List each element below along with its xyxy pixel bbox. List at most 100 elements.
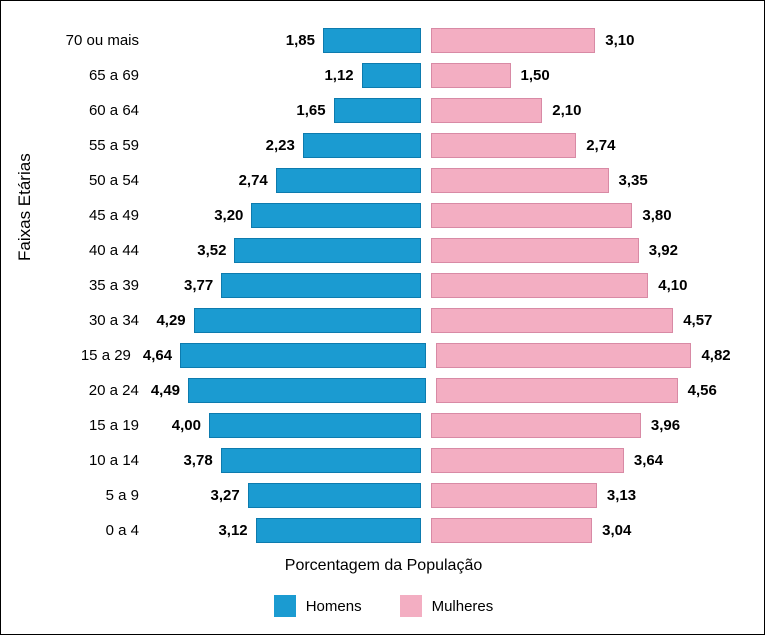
chart-row: 55 a 59 2,23 2,74 bbox=[46, 128, 736, 163]
y-axis-title: Faixas Etárias bbox=[15, 153, 35, 261]
bar-group: 3,27 3,13 bbox=[151, 478, 736, 513]
men-value-label: 3,27 bbox=[211, 487, 240, 504]
women-bar bbox=[431, 63, 511, 88]
chart-row: 30 a 34 4,29 4,57 bbox=[46, 303, 736, 338]
chart-rows: 70 ou mais1,853,1065 a 691,121,5060 a 64… bbox=[46, 23, 736, 548]
bar-group: 1,85 3,10 bbox=[151, 23, 736, 58]
chart-row: 65 a 691,121,50 bbox=[46, 58, 736, 93]
men-value-label: 4,29 bbox=[156, 312, 185, 329]
men-value-label: 3,78 bbox=[183, 452, 212, 469]
category-label: 60 a 64 bbox=[46, 102, 151, 119]
men-value-label: 1,12 bbox=[324, 67, 353, 84]
women-side: 4,56 bbox=[436, 373, 736, 408]
women-value-label: 3,64 bbox=[634, 452, 663, 469]
legend-item-women: Mulheres bbox=[400, 595, 494, 617]
men-bar bbox=[248, 483, 421, 508]
women-value-label: 4,56 bbox=[688, 382, 717, 399]
chart-row: 45 a 493,203,80 bbox=[46, 198, 736, 233]
bar-group: 1,12 1,50 bbox=[151, 58, 736, 93]
chart-row: 60 a 64 1,65 2,10 bbox=[46, 93, 736, 128]
men-value-label: 1,65 bbox=[296, 102, 325, 119]
x-axis-title: Porcentagem da População bbox=[1, 557, 765, 575]
men-value-label: 1,85 bbox=[286, 32, 315, 49]
women-side: 3,10 bbox=[431, 23, 731, 58]
women-value-label: 3,04 bbox=[602, 522, 631, 539]
men-bar bbox=[362, 63, 421, 88]
men-side: 3,78 bbox=[151, 443, 421, 478]
men-side: 4,49 bbox=[151, 373, 426, 408]
women-side: 3,35 bbox=[431, 163, 731, 198]
legend-label-women: Mulheres bbox=[432, 598, 494, 615]
women-bar bbox=[431, 308, 673, 333]
women-value-label: 2,74 bbox=[586, 137, 615, 154]
women-bar bbox=[431, 98, 542, 123]
men-side: 3,12 bbox=[151, 513, 421, 548]
category-label: 30 a 34 bbox=[46, 312, 151, 329]
men-side: 3,77 bbox=[151, 268, 421, 303]
women-bar bbox=[431, 28, 595, 53]
men-bar bbox=[221, 273, 421, 298]
category-label: 55 a 59 bbox=[46, 137, 151, 154]
men-value-label: 3,20 bbox=[214, 207, 243, 224]
men-side: 3,52 bbox=[151, 233, 421, 268]
men-bar bbox=[234, 238, 421, 263]
men-side: 4,00 bbox=[151, 408, 421, 443]
bar-group: 4,29 4,57 bbox=[151, 303, 736, 338]
men-side: 3,27 bbox=[151, 478, 421, 513]
category-label: 15 a 19 bbox=[46, 417, 151, 434]
bar-group: 3,20 3,80 bbox=[151, 198, 736, 233]
women-side: 3,92 bbox=[431, 233, 731, 268]
women-bar bbox=[431, 238, 639, 263]
men-bar bbox=[221, 448, 421, 473]
women-value-label: 1,50 bbox=[521, 67, 550, 84]
chart-row: 10 a 14 3,78 3,64 bbox=[46, 443, 736, 478]
women-side: 4,57 bbox=[431, 303, 731, 338]
women-side: 3,96 bbox=[431, 408, 731, 443]
men-bar bbox=[276, 168, 421, 193]
women-value-label: 3,13 bbox=[607, 487, 636, 504]
bar-group: 2,74 3,35 bbox=[151, 163, 736, 198]
men-bar bbox=[180, 343, 426, 368]
men-value-label: 2,23 bbox=[266, 137, 295, 154]
men-bar bbox=[209, 413, 421, 438]
women-bar bbox=[436, 378, 678, 403]
category-label: 10 a 14 bbox=[46, 452, 151, 469]
men-bar bbox=[194, 308, 421, 333]
category-label: 5 a 9 bbox=[46, 487, 151, 504]
legend-swatch-women bbox=[400, 595, 422, 617]
chart-row: 70 ou mais1,853,10 bbox=[46, 23, 736, 58]
bar-group: 4,49 4,56 bbox=[151, 373, 736, 408]
men-value-label: 4,64 bbox=[143, 347, 172, 364]
bar-group: 4,00 3,96 bbox=[151, 408, 736, 443]
bar-group: 3,78 3,64 bbox=[151, 443, 736, 478]
women-side: 3,80 bbox=[431, 198, 731, 233]
women-value-label: 3,96 bbox=[651, 417, 680, 434]
chart-row: 15 a 194,00 3,96 bbox=[46, 408, 736, 443]
men-bar bbox=[256, 518, 421, 543]
women-bar bbox=[431, 518, 592, 543]
women-bar bbox=[436, 343, 691, 368]
men-value-label: 3,12 bbox=[218, 522, 247, 539]
bar-group: 3,77 4,10 bbox=[151, 268, 736, 303]
bar-group: 2,23 2,74 bbox=[151, 128, 736, 163]
men-value-label: 3,52 bbox=[197, 242, 226, 259]
women-value-label: 4,10 bbox=[658, 277, 687, 294]
women-value-label: 2,10 bbox=[552, 102, 581, 119]
men-value-label: 4,49 bbox=[151, 382, 180, 399]
women-value-label: 3,80 bbox=[642, 207, 671, 224]
men-side: 2,74 bbox=[151, 163, 421, 198]
men-side: 3,20 bbox=[151, 198, 421, 233]
category-label: 15 a 29 bbox=[46, 347, 143, 364]
men-side: 1,85 bbox=[151, 23, 421, 58]
bar-group: 4,644,82 bbox=[143, 338, 736, 373]
chart-row: 50 a 542,743,35 bbox=[46, 163, 736, 198]
legend-swatch-men bbox=[274, 595, 296, 617]
women-bar bbox=[431, 413, 641, 438]
chart-row: 0 a 43,123,04 bbox=[46, 513, 736, 548]
population-pyramid-chart: Faixas Etárias 70 ou mais1,853,1065 a 69… bbox=[0, 0, 765, 635]
legend: Homens Mulheres bbox=[1, 595, 765, 617]
bar-group: 3,12 3,04 bbox=[151, 513, 736, 548]
men-value-label: 3,77 bbox=[184, 277, 213, 294]
women-value-label: 3,92 bbox=[649, 242, 678, 259]
chart-row: 40 a 443,523,92 bbox=[46, 233, 736, 268]
